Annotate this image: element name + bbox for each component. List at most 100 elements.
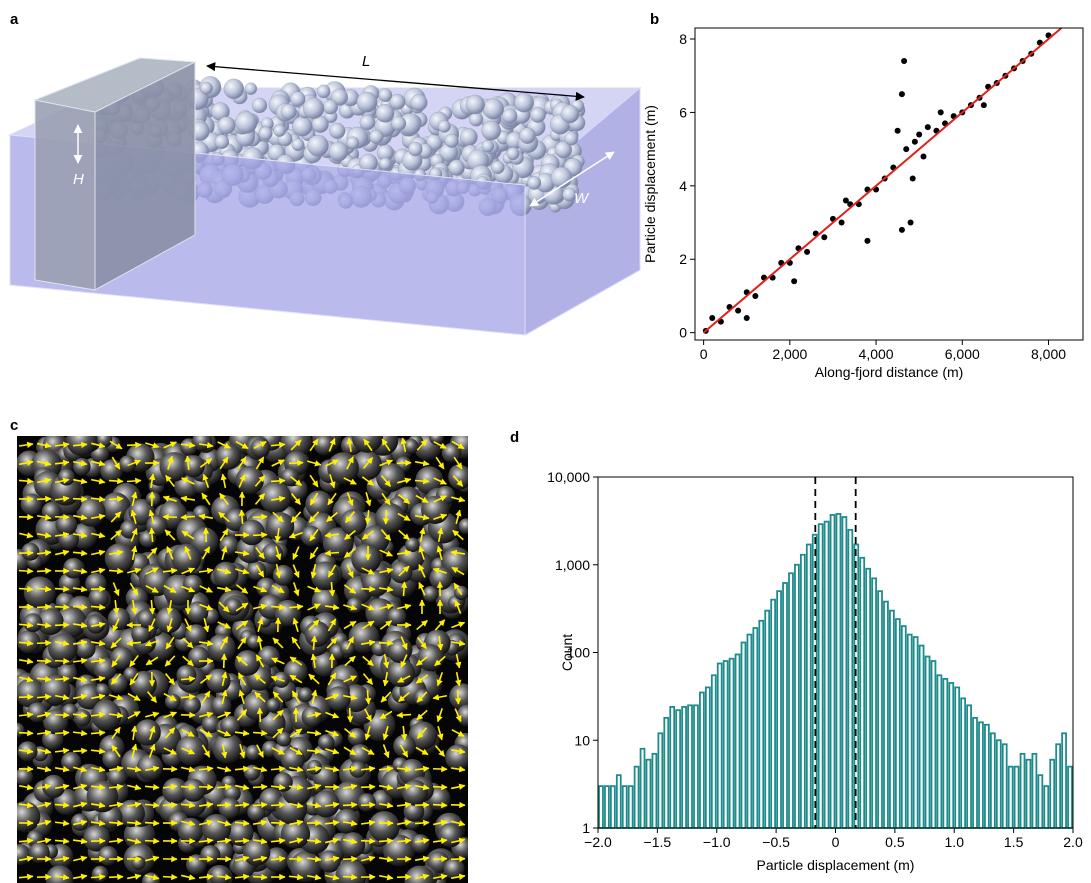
vector	[343, 675, 357, 683]
particle	[66, 436, 98, 457]
vector	[289, 746, 303, 756]
vector	[253, 585, 268, 593]
vector	[90, 549, 106, 556]
particle	[437, 120, 451, 133]
vector	[414, 765, 430, 773]
vector	[36, 495, 52, 503]
particle	[234, 650, 261, 676]
vector	[217, 621, 231, 629]
vector	[364, 689, 372, 705]
vector	[18, 729, 34, 737]
vector	[396, 873, 412, 881]
vector	[198, 873, 214, 881]
vector	[217, 568, 232, 575]
vector	[239, 744, 246, 759]
vector	[417, 637, 427, 649]
point	[743, 314, 750, 321]
vector	[451, 566, 465, 576]
vector	[54, 694, 70, 701]
bar	[889, 609, 895, 829]
particle	[213, 561, 239, 588]
vector	[324, 855, 340, 862]
particle	[246, 561, 267, 581]
bar	[877, 590, 883, 829]
vector	[145, 442, 160, 449]
vector	[131, 599, 138, 615]
vector	[199, 711, 214, 718]
vector	[379, 549, 393, 557]
vector	[164, 655, 176, 667]
vector	[236, 655, 248, 667]
vector	[218, 511, 230, 523]
particle	[292, 116, 313, 137]
vector	[72, 729, 88, 737]
bar	[847, 528, 854, 829]
vector	[381, 492, 391, 506]
vector	[238, 509, 246, 525]
vector	[180, 783, 196, 791]
bar	[710, 674, 717, 829]
vector	[217, 766, 232, 773]
height-label: H	[73, 171, 84, 188]
vector	[306, 837, 322, 845]
bar	[936, 674, 943, 829]
particle	[214, 134, 230, 149]
particle	[119, 455, 137, 473]
vector	[198, 801, 214, 808]
vector	[270, 477, 286, 485]
point	[894, 127, 901, 134]
bar	[823, 520, 830, 829]
particle	[134, 719, 161, 746]
bar	[930, 660, 937, 829]
particle	[357, 793, 376, 812]
particle	[242, 691, 272, 720]
vector	[378, 765, 394, 773]
vector	[126, 477, 142, 485]
y-tick-label: 6	[679, 104, 687, 120]
vector	[432, 819, 448, 826]
width-label: W	[574, 190, 590, 207]
vector	[37, 819, 52, 826]
vector	[237, 636, 247, 650]
vector	[126, 766, 142, 773]
particle	[297, 687, 313, 703]
vector	[144, 837, 160, 845]
vector	[72, 873, 88, 880]
vector	[324, 604, 340, 611]
vector	[434, 745, 446, 757]
point	[901, 58, 908, 65]
vector	[416, 656, 428, 666]
y-tick-label: 4	[679, 178, 687, 194]
vector	[181, 728, 195, 738]
vector	[109, 440, 123, 450]
panel-label: a	[10, 11, 19, 28]
particle	[422, 586, 439, 602]
particle	[560, 104, 580, 124]
vector	[144, 801, 160, 809]
particle	[376, 463, 406, 492]
vector	[252, 873, 268, 881]
particle	[445, 744, 468, 771]
vector	[396, 783, 412, 790]
vector	[454, 708, 462, 722]
particle	[131, 623, 152, 644]
vector	[108, 712, 124, 719]
vector	[288, 802, 304, 809]
vector	[274, 527, 282, 543]
vector	[344, 511, 356, 523]
particle	[408, 141, 423, 157]
particle	[259, 481, 292, 514]
vector	[201, 744, 211, 758]
vector	[360, 837, 376, 845]
particle	[262, 543, 283, 565]
vector	[162, 513, 178, 521]
vector	[324, 531, 340, 539]
bar	[841, 516, 848, 829]
point	[916, 131, 923, 138]
vector	[221, 545, 228, 560]
vector	[362, 457, 374, 469]
vector	[327, 564, 337, 578]
width-arrow	[529, 151, 615, 207]
vector	[198, 513, 214, 520]
vector	[180, 693, 196, 701]
